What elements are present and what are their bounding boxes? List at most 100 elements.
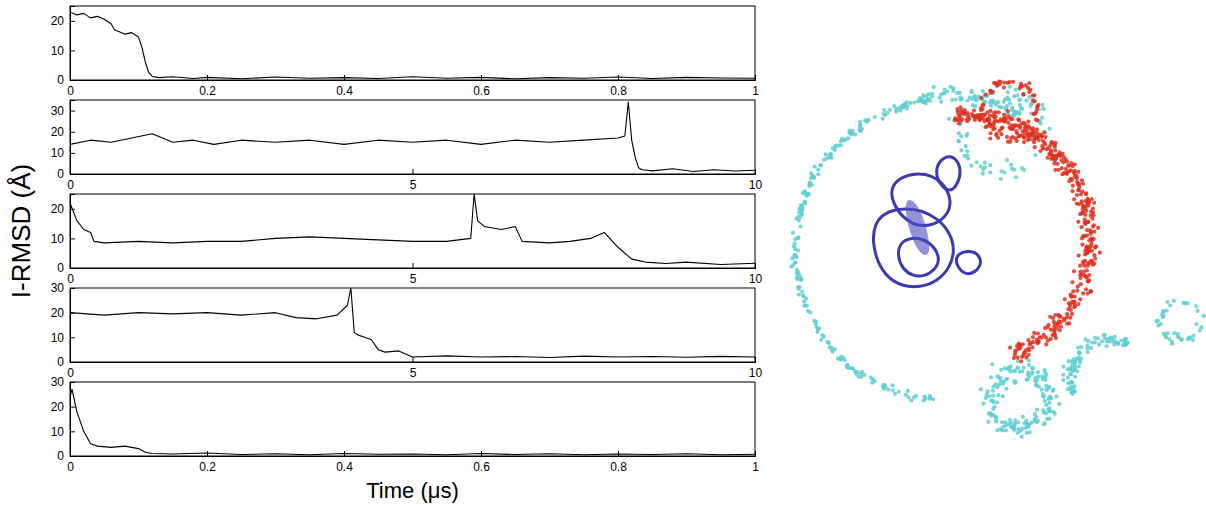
- trajectory-point: [1026, 86, 1030, 90]
- trajectory-point: [1070, 280, 1074, 284]
- trajectory-point: [1076, 182, 1080, 186]
- trajectory-point: [1067, 359, 1071, 363]
- x-tick-label: 0.2: [199, 460, 216, 474]
- trajectory-point: [831, 146, 835, 150]
- trajectory-point: [790, 256, 794, 260]
- x-tick: 1: [752, 75, 759, 98]
- trajectory-point: [816, 167, 820, 171]
- trajectory-point: [1081, 234, 1085, 238]
- y-tick: 0: [57, 73, 75, 87]
- trajectory-point: [1004, 387, 1008, 391]
- trajectory-point: [825, 157, 829, 161]
- y-axis: 0102030: [51, 101, 75, 182]
- trajectory-point: [981, 103, 985, 107]
- y-axis-line: [71, 101, 76, 175]
- x-tick-mark: [413, 357, 414, 362]
- trajectory-point: [1023, 128, 1027, 132]
- panel: 05100102030: [51, 100, 763, 192]
- trajectory-point: [1052, 324, 1056, 328]
- plot-area: [70, 194, 755, 264]
- y-tick-label: 10: [51, 331, 65, 345]
- trajectory-point: [986, 420, 990, 424]
- trajectory-point: [1084, 208, 1088, 212]
- trajectory-point: [1052, 330, 1056, 334]
- trajectory-point: [1058, 328, 1062, 332]
- y-tick: 20: [51, 400, 75, 414]
- y-tick-label: 20: [51, 202, 65, 216]
- trajectory-point: [1085, 200, 1089, 204]
- trajectory-point: [1072, 368, 1076, 372]
- x-axis-line: [71, 451, 756, 457]
- trajectory-point: [1075, 193, 1079, 197]
- trajectory-point: [1053, 313, 1057, 317]
- trajectory-point: [1022, 135, 1026, 139]
- trajectory-point: [1030, 366, 1034, 370]
- trajectory-point: [801, 294, 805, 298]
- trajectory-point: [982, 113, 986, 117]
- trajectory-point: [1021, 92, 1025, 96]
- trajectory-point: [1065, 171, 1069, 175]
- trajectory-point: [1191, 338, 1195, 342]
- trajectory-point: [1048, 315, 1052, 319]
- trajectory-point: [1057, 402, 1061, 406]
- trajectory-point: [822, 335, 826, 339]
- trajectory-point: [1019, 359, 1023, 363]
- trajectory-point: [1076, 170, 1080, 174]
- rmsd-line: [70, 389, 755, 454]
- trajectory-point: [1028, 430, 1032, 434]
- trajectory-point: [928, 394, 932, 398]
- trajectory-point: [1181, 301, 1185, 305]
- trajectory-point: [1044, 411, 1048, 415]
- trajectory-point: [981, 117, 985, 121]
- trajectory-point: [1078, 297, 1082, 301]
- trajectory-point: [825, 340, 829, 344]
- trajectory-point: [956, 113, 960, 117]
- trajectory-point: [813, 164, 817, 168]
- trajectory-point: [1072, 384, 1076, 388]
- y-tick: 10: [51, 146, 75, 160]
- trajectory-point: [1019, 82, 1023, 86]
- trajectory-point: [930, 92, 934, 96]
- trajectory-point: [1159, 322, 1163, 326]
- trajectory-point: [789, 264, 793, 268]
- trajectory-point: [1069, 308, 1073, 312]
- trajectory-point: [1067, 321, 1071, 325]
- y-axis-line: [71, 289, 76, 363]
- trajectory-point: [796, 236, 800, 240]
- trajectory-point: [1000, 105, 1004, 109]
- y-axis-title: I-RMSD (Å): [6, 164, 36, 298]
- y-tick-mark: [70, 337, 75, 338]
- y-tick-mark: [70, 174, 75, 175]
- trajectory-point: [1071, 289, 1075, 293]
- trajectory-point: [1079, 356, 1083, 360]
- trajectory-point: [959, 119, 963, 123]
- trajectory-point: [1047, 127, 1051, 131]
- trajectory-point: [995, 83, 999, 87]
- trajectory-point: [1107, 339, 1111, 343]
- trajectory-point: [1002, 100, 1006, 104]
- trajectory-point: [912, 101, 916, 105]
- y-tick-label: 20: [51, 14, 65, 28]
- trajectory-point: [980, 107, 984, 111]
- y-axis: 01020: [51, 195, 75, 276]
- trajectory-point: [999, 368, 1003, 372]
- trajectory-point: [842, 138, 846, 142]
- trajectory-point: [1017, 98, 1021, 102]
- trajectory-point: [1061, 378, 1065, 382]
- figure: 00.20.40.60.810102005100102030051001020I…: [0, 0, 1206, 505]
- trajectory-point: [859, 129, 863, 133]
- x-tick: 0.6: [473, 451, 490, 474]
- x-tick: 5: [410, 263, 417, 286]
- trajectory-point: [1075, 201, 1079, 205]
- trajectory-point: [1008, 85, 1012, 89]
- trajectory-point: [1072, 197, 1076, 201]
- trajectory-point: [1061, 365, 1065, 369]
- x-axis-line: [71, 357, 756, 363]
- trajectory-point: [855, 370, 859, 374]
- trajectory-point: [1092, 230, 1096, 234]
- trajectory-point: [881, 383, 885, 387]
- plot-frame: [70, 288, 755, 362]
- trajectory-point: [912, 395, 916, 399]
- trajectory-point: [1047, 406, 1051, 410]
- trajectory-point: [1021, 93, 1025, 97]
